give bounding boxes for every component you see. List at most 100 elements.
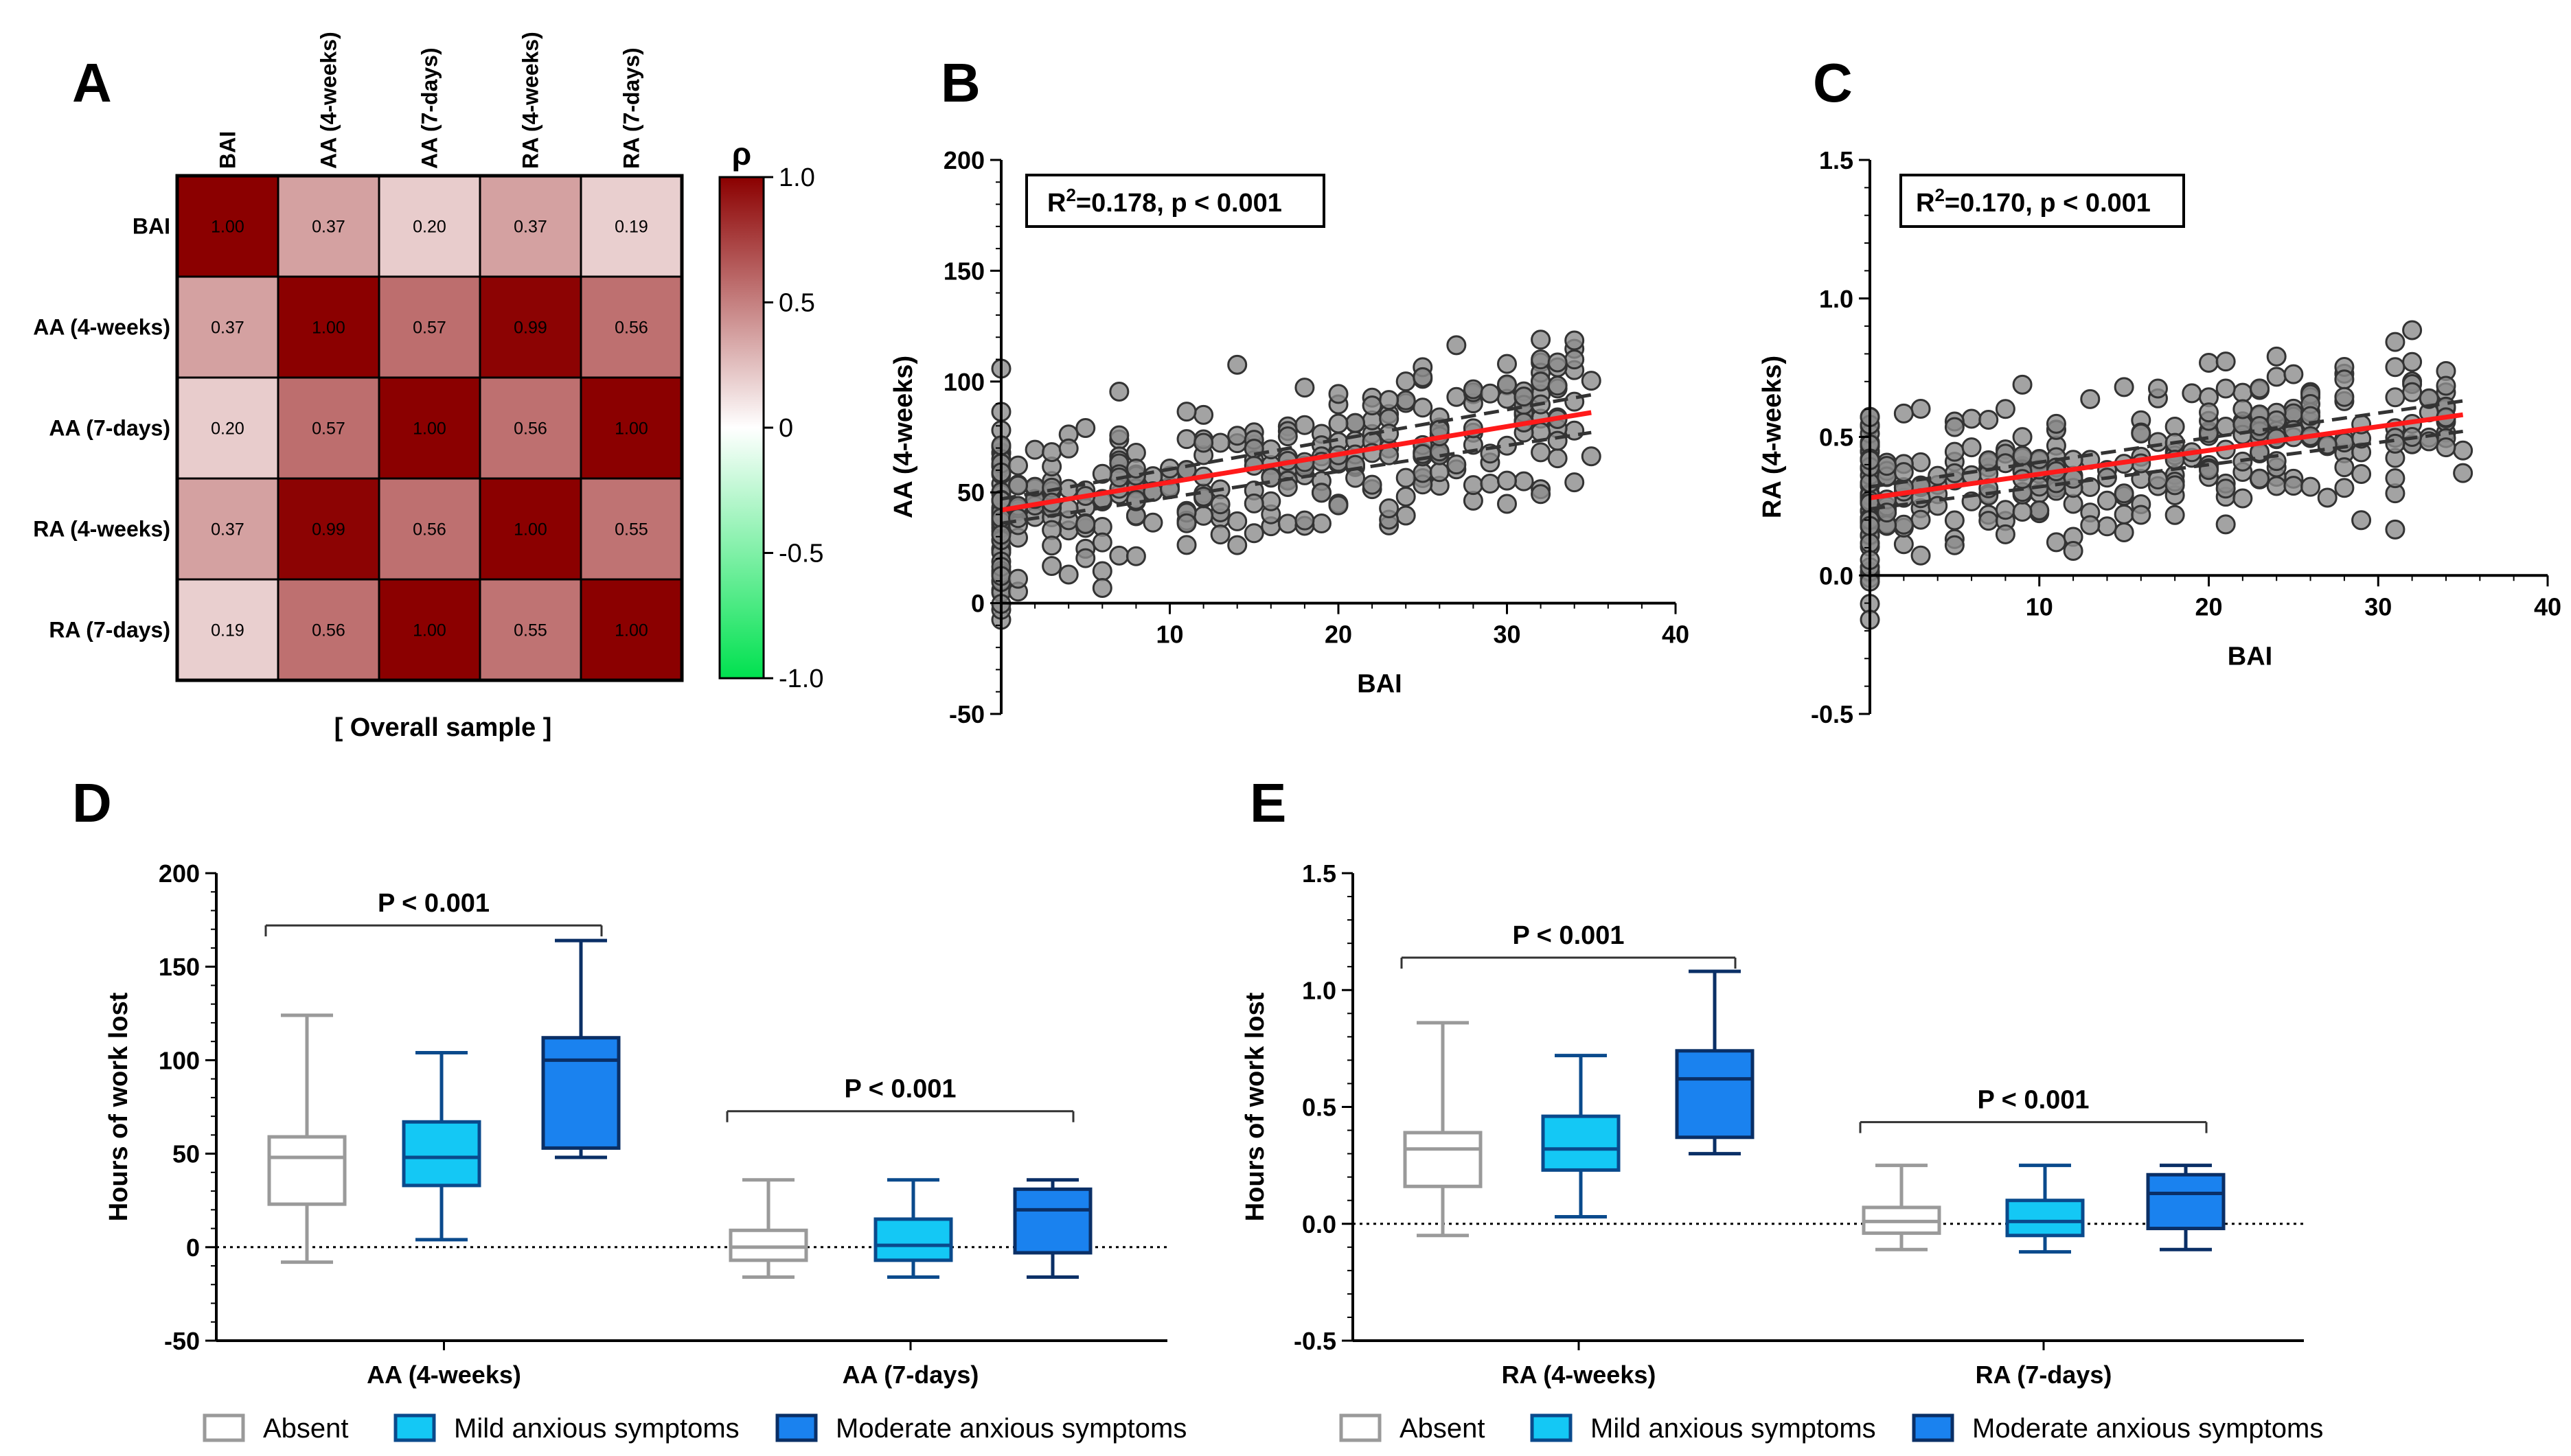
x-tick-label: 30 [2364,592,2392,621]
y-tick-label: 150 [159,953,200,981]
legend-swatch [203,1413,245,1442]
scatter-point [1042,442,1062,463]
scatter-point [1497,354,1517,374]
scatter-point [2385,387,2406,408]
heatmap-row-label: BAI [133,214,170,239]
scatter-point [2232,488,2253,509]
y-tick-label: 0 [971,590,985,618]
scatter-point [1893,403,1914,424]
scatter-point [1261,491,1281,511]
heatmap-cell [176,174,279,278]
scatter-point [2096,516,2117,537]
box-iqr [2005,1199,2085,1238]
scatter-point [2250,468,2270,489]
scatter-point [1944,417,1965,437]
y-tick-label: 100 [159,1046,200,1074]
scatter-point [1227,426,1248,446]
scatter-point [2046,532,2066,553]
boxplot-panel-d: -50 0 50 100 150 200 Hours of work lost AA (4-w… [104,859,1167,1389]
scatter-point [1395,486,1416,507]
scatter-point [2351,510,2372,531]
heatmap-cell [277,578,380,682]
significance-brackets: P < 0.001 P < 0.001 [264,889,1075,1122]
x-tick-label: 20 [1325,621,1352,649]
scatter-point [2334,457,2355,478]
scatter-point [1125,546,1146,566]
heatmap-cell [277,477,380,581]
scatter-point [1328,384,1349,404]
scatter-point [1092,561,1112,581]
scatter-point [2012,446,2033,466]
scatter-point [1210,432,1231,453]
heatmap-cell-value: 1.00 [211,218,244,237]
scatter-point [1193,432,1214,453]
heatmap-cell-value: 1.00 [413,621,446,640]
y-axis-label: Hours of work lost [104,992,133,1221]
heatmap-cell-value: 1.00 [514,520,547,540]
colorbar-tick-label: -0.5 [779,540,823,568]
scatter-point [1547,375,1568,396]
y-tick-label: 0 [186,1234,200,1262]
scatter-point [1944,463,1965,483]
scatter-point [1531,371,1551,392]
heatmap-cell-value: 0.37 [312,218,345,237]
box-iqr [1541,1114,1621,1172]
box-iqr [402,1120,481,1188]
heatmap-cell [479,376,582,480]
scatter-point [1277,513,1298,534]
scatter-point [2300,476,2321,497]
scatter-point [2351,463,2372,484]
scatter-point [1480,383,1500,404]
scatter-point [1227,354,1248,375]
scatter-point [1075,548,1096,568]
scatter-point [2334,478,2355,498]
scatter-point [1210,524,1231,545]
legend-swatch [393,1413,436,1442]
annotation-box [1025,174,1325,228]
x-group-label: AA (7-days) [843,1361,979,1389]
scatter-point [1446,386,1467,407]
panel-label-d: D [72,772,112,833]
scatter-point [2147,432,2168,452]
scatter-point [1379,390,1399,411]
scatter-point [1058,478,1079,499]
legend-label: Mild anxious symptoms [454,1413,740,1444]
scatter-point [1961,437,1982,458]
scatter-point [1227,511,1248,531]
legend-swatch [1530,1413,1573,1442]
legend-swatch [1912,1413,1954,1442]
scatter-point [1395,505,1416,526]
scatter-point [1379,424,1399,444]
y-tick-label: -50 [949,700,985,728]
legend-swatch [1339,1413,1382,1442]
legend-e: Absent Mild anxious symptoms Moderate anxi… [1339,1413,2323,1444]
legend-label: Mild anxious symptoms [1590,1413,1876,1444]
scatter-point [1210,494,1231,515]
scatter-point [1075,418,1096,439]
legend-d: Absent Mild anxious symptoms Moderate anxi… [203,1413,1187,1444]
scatter-point [1978,511,1999,531]
scatter-point [1893,514,1914,535]
scatter-point [1978,450,1999,470]
scatter-panel-b: -50 0 50 100 150 200 10 20 30 40 BAI AA (4-weeks) R… [889,146,1689,728]
colorbar-tick-label: 0 [779,414,793,443]
y-tick-label: 50 [957,478,985,507]
annotation-box [1899,174,2185,228]
legend-label: Absent [263,1413,349,1444]
annotation-r2: R2=0.170, p < 0.001 [1916,185,2151,218]
scatter-point [1413,463,1433,483]
scatter-point [1547,448,1568,469]
y-tick-label: 1.5 [1819,146,1853,174]
regression-lines [1869,399,2464,511]
heatmap-cell [378,578,481,682]
y-tick-label: 50 [172,1140,200,1168]
heatmap-row-label: RA (4-weeks) [33,517,170,542]
heatmap-column-label: RA (4-weeks) [518,32,543,169]
scatter-point [1244,523,1264,544]
scatter-point [2317,487,2338,508]
heatmap-cells: 1.00 0.37 0.20 0.37 0.19 0.37 1.00 0.57 0.99 0.56… [175,174,684,682]
x-tick-label: 10 [2026,592,2053,621]
heatmap-cell-value: 0.56 [514,419,547,439]
scatter-point [2453,463,2473,483]
scatter-point [2402,351,2423,372]
